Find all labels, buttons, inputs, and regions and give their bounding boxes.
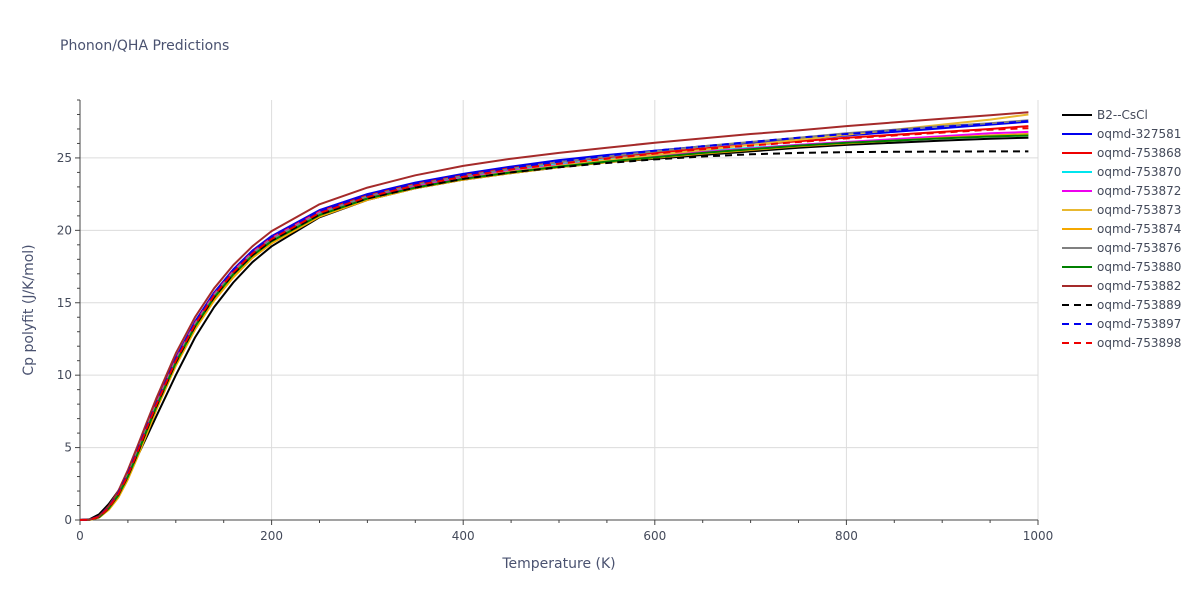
series-line-oqmd-753898 [79,127,1029,521]
x-tick-label: 1000 [1023,529,1054,543]
x-tick-label: 200 [260,529,283,543]
legend-label: B2--CsCl [1097,108,1148,122]
series-line-oqmd-753873 [79,113,1029,521]
legend-label: oqmd-753874 [1097,222,1181,236]
y-axis-title: Cp polyfit (J/K/mol) [21,244,37,375]
series-line-oqmd-753870 [79,133,1029,521]
axes: 0 200 400 600 800 1000 0 5 10 15 20 25 [57,99,1054,543]
y-tick-label: 20 [57,223,72,237]
y-tick-label: 10 [57,368,72,382]
legend-label: oqmd-753870 [1097,165,1181,179]
legend-label: oqmd-327581 [1097,127,1181,141]
series-line-oqmd-753874 [79,133,1029,521]
legend-label: oqmd-753880 [1097,260,1181,274]
x-tick-label: 800 [835,529,858,543]
series-line-oqmd-753882 [79,111,1029,521]
legend-item[interactable]: oqmd-753873 [1062,203,1181,217]
legend-label: oqmd-753889 [1097,298,1181,312]
series-line-B2--CsCl [79,136,1029,521]
chart-title: Phonon/QHA Predictions [60,38,229,54]
legend-label: oqmd-753872 [1097,184,1181,198]
x-tick-label: 600 [643,529,666,543]
y-tick-label: 25 [57,151,72,165]
series-line-oqmd-753889 [79,150,1029,521]
x-tick-label: 400 [452,529,475,543]
legend-item[interactable]: oqmd-327581 [1062,127,1181,141]
legend-item[interactable]: oqmd-753872 [1062,184,1181,198]
series-line-oqmd-753897 [79,120,1029,521]
legend-label: oqmd-753882 [1097,279,1181,293]
legend-item[interactable]: oqmd-753880 [1062,260,1181,274]
legend-item[interactable]: oqmd-753874 [1062,222,1181,236]
legend-item[interactable]: oqmd-753897 [1062,317,1181,331]
legend-item[interactable]: oqmd-753868 [1062,146,1181,160]
legend-label: oqmd-753898 [1097,336,1181,350]
series-line-oqmd-327581 [79,120,1029,521]
legend-item[interactable]: oqmd-753889 [1062,298,1181,312]
series-line-oqmd-753872 [79,130,1029,521]
legend-item[interactable]: oqmd-753898 [1062,336,1181,350]
legend-item[interactable]: oqmd-753882 [1062,279,1181,293]
x-axis-title: Temperature (K) [501,556,615,572]
y-tick-label: 15 [57,296,72,310]
series-line-oqmd-753868 [79,125,1029,521]
y-tick-label: 0 [64,513,72,527]
legend-label: oqmd-753897 [1097,317,1181,331]
legend[interactable]: B2--CsCl oqmd-327581 oqmd-753868 oqmd-75387… [1062,108,1181,350]
legend-label: oqmd-753873 [1097,203,1181,217]
series-line-oqmd-753876 [79,119,1029,521]
series-line-oqmd-753880 [79,134,1029,521]
grid [80,100,1039,520]
legend-label: oqmd-753868 [1097,146,1181,160]
x-tick-label: 0 [76,529,84,543]
legend-item[interactable]: oqmd-753876 [1062,241,1181,255]
legend-item[interactable]: B2--CsCl [1062,108,1148,122]
series-lines [79,111,1029,521]
y-tick-label: 5 [64,441,72,455]
legend-item[interactable]: oqmd-753870 [1062,165,1181,179]
legend-label: oqmd-753876 [1097,241,1181,255]
